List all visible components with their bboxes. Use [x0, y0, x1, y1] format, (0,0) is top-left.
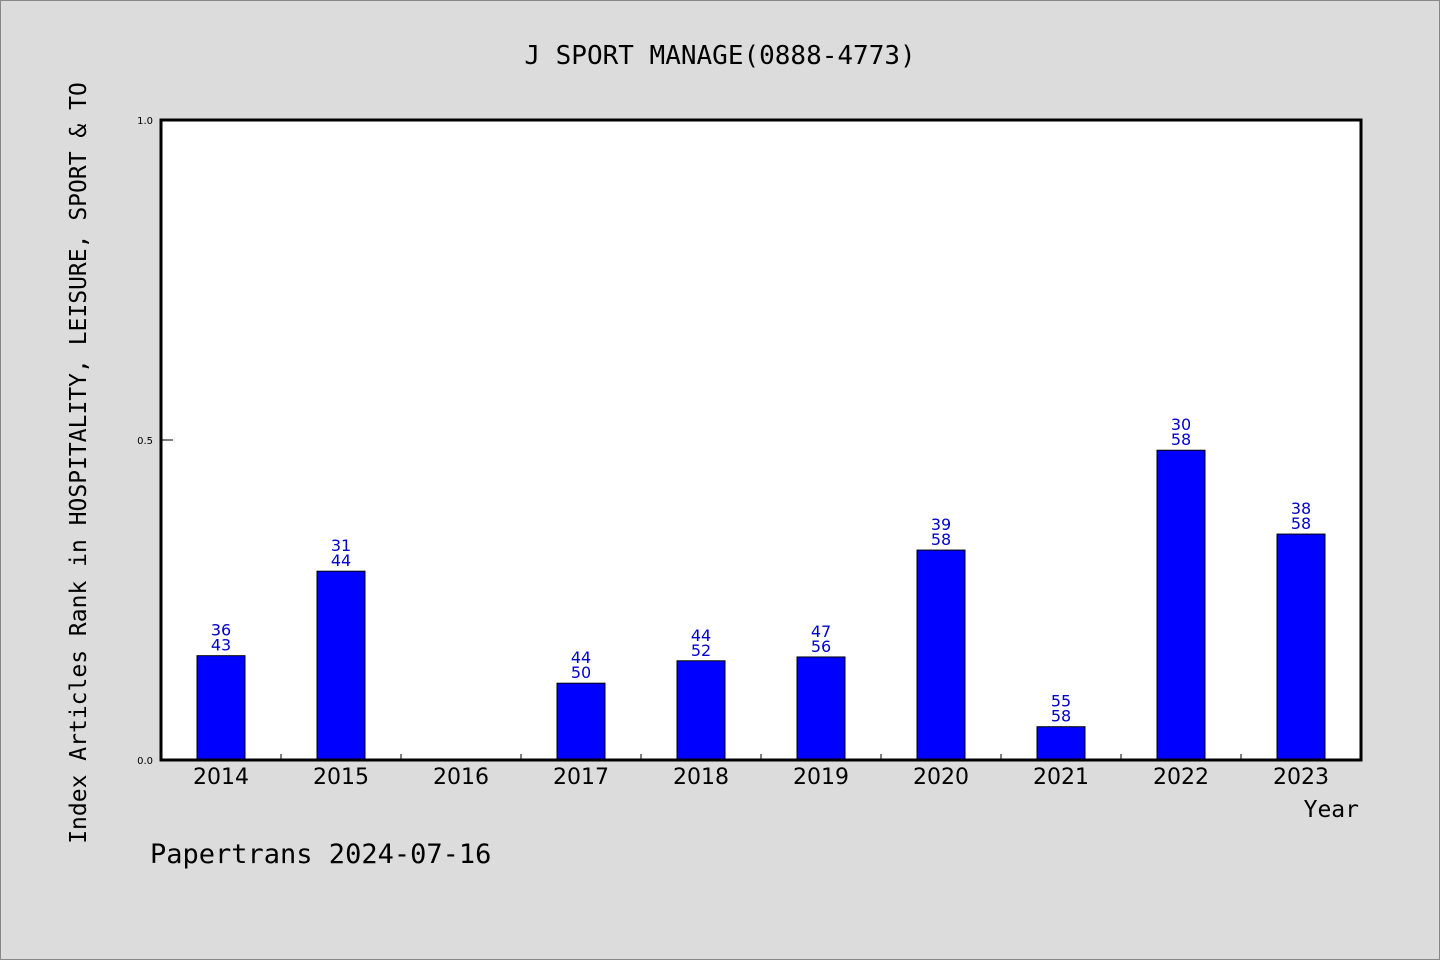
data-label-top-2018: 44 [691, 626, 711, 645]
data-label-top-2014: 36 [211, 621, 231, 640]
x-tick-label-2021: 2021 [1033, 765, 1089, 790]
x-tick-label-2019: 2019 [793, 765, 849, 790]
data-label-bottom-2015: 44 [331, 551, 351, 570]
bar-2022 [1156, 449, 1206, 761]
data-label-bottom-2023: 58 [1291, 514, 1311, 533]
bar-2014 [196, 655, 246, 761]
x-tick-label-2022: 2022 [1153, 765, 1209, 790]
x-tick-label-2018: 2018 [673, 765, 729, 790]
data-label-top-2017: 44 [571, 648, 591, 667]
data-label-bottom-2014: 43 [211, 636, 231, 655]
bar-2020 [916, 549, 966, 761]
y-tick-label-0.5: 0.5 [137, 436, 153, 447]
data-label-top-2021: 55 [1051, 692, 1071, 711]
x-tick-label-2016: 2016 [433, 765, 489, 790]
bar-2019 [796, 656, 846, 761]
ticks-layer: 2014 2015 2016 2017 2018 2019 2020 2021 2022 2023… [137, 116, 1329, 790]
data-label-top-2020: 39 [931, 515, 951, 534]
x-tick-label-2017: 2017 [553, 765, 609, 790]
x-tick-label-2023: 2023 [1273, 765, 1329, 790]
data-label-bottom-2019: 56 [811, 637, 831, 656]
chart-title: J SPORT MANAGE(0888-4773) [524, 41, 915, 71]
bar-2018 [676, 660, 726, 761]
x-axis-label: Year [1304, 797, 1359, 823]
data-label-bottom-2017: 50 [571, 663, 591, 682]
bar-2015 [316, 570, 366, 761]
bar-2023 [1276, 533, 1326, 761]
bar-2017 [556, 682, 606, 761]
data-label-bottom-2021: 58 [1051, 707, 1071, 726]
y-tick-label-1.0: 1.0 [137, 116, 153, 127]
bar-2021 [1036, 726, 1086, 761]
x-tick-label-2020: 2020 [913, 765, 969, 790]
data-label-bottom-2022: 58 [1171, 430, 1191, 449]
footer-date-stamp: Papertrans 2024-07-16 [150, 839, 491, 870]
data-label-bottom-2018: 52 [691, 641, 711, 660]
data-label-top-2015: 31 [331, 536, 351, 555]
data-label-top-2023: 38 [1291, 499, 1311, 518]
x-tick-label-2015: 2015 [313, 765, 369, 790]
data-label-top-2022: 30 [1171, 415, 1191, 434]
y-tick-label-0.0: 0.0 [137, 756, 153, 767]
y-axis-label: Index Articles Rank in HOSPITALITY, LEIS… [66, 82, 92, 844]
data-label-bottom-2020: 58 [931, 530, 951, 549]
data-label-top-2019: 47 [811, 622, 831, 641]
x-tick-label-2014: 2014 [193, 765, 249, 790]
plot-frame [159, 118, 1363, 762]
